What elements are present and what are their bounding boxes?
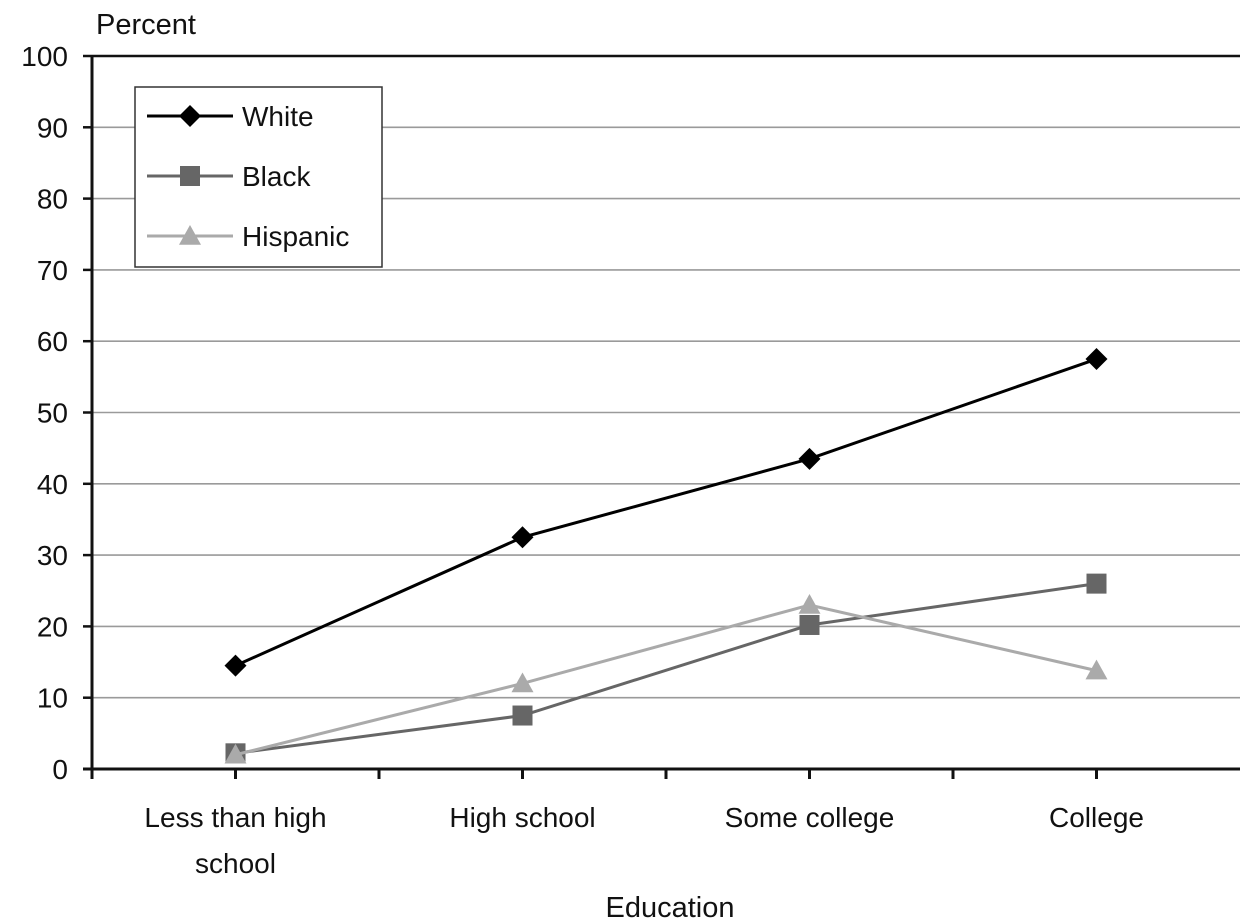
y-tick-label: 30 [37,540,68,571]
y-axis-ticks: 0 10 20 30 40 50 60 70 80 90 100 [21,41,92,785]
gridlines [92,126,1240,699]
legend-label: Black [242,161,311,192]
data-point-white [1085,348,1108,371]
series-line-black [235,582,1097,755]
legend-item-white: White [147,101,314,132]
data-point-white [224,654,247,677]
y-tick-label: 40 [37,469,68,500]
legend-label: White [242,101,314,132]
series-line-white [234,357,1097,667]
x-tick-label: Less than high school [144,802,326,879]
data-point-black [1086,573,1107,594]
y-tick-label: 10 [37,683,68,714]
series-white [224,348,1108,677]
y-tick-label: 80 [37,184,68,215]
data-point-hispanic [798,594,821,614]
series-line-hispanic [235,603,1097,757]
data-point-white [798,447,821,470]
legend-marker-white [179,105,201,127]
y-tick-label: 70 [37,255,68,286]
series-hispanic [224,594,1108,764]
y-tick-label: 100 [21,41,68,72]
y-axis-label: Percent [96,9,196,41]
legend: White Black Hispanic [134,86,383,268]
data-point-hispanic [224,743,247,764]
y-tick-label: 0 [52,754,68,785]
legend-marker-hispanic [179,225,201,245]
legend-item-black: Black [147,161,311,192]
y-tick-label: 60 [37,326,68,357]
legend-marker-black [180,166,200,186]
data-point-black [799,614,820,635]
y-tick-label: 90 [37,112,68,143]
data-point-hispanic [1085,659,1108,680]
x-axis-ticks: Less than high school High school Some coll… [144,769,1144,879]
series-group [224,348,1108,764]
data-point-hispanic [511,672,534,693]
x-axis-label: Education [606,892,735,922]
y-tick-label: 50 [37,398,68,429]
legend-item-hispanic: Hispanic [147,221,349,252]
x-tick-label: High school [449,802,595,833]
x-tick-label: College [1049,802,1144,833]
data-point-black [512,705,533,726]
legend-label: Hispanic [242,221,349,252]
series-black [225,573,1107,764]
data-point-white [511,526,534,549]
y-tick-label: 20 [37,611,68,642]
x-tick-label: Some college [725,802,895,833]
